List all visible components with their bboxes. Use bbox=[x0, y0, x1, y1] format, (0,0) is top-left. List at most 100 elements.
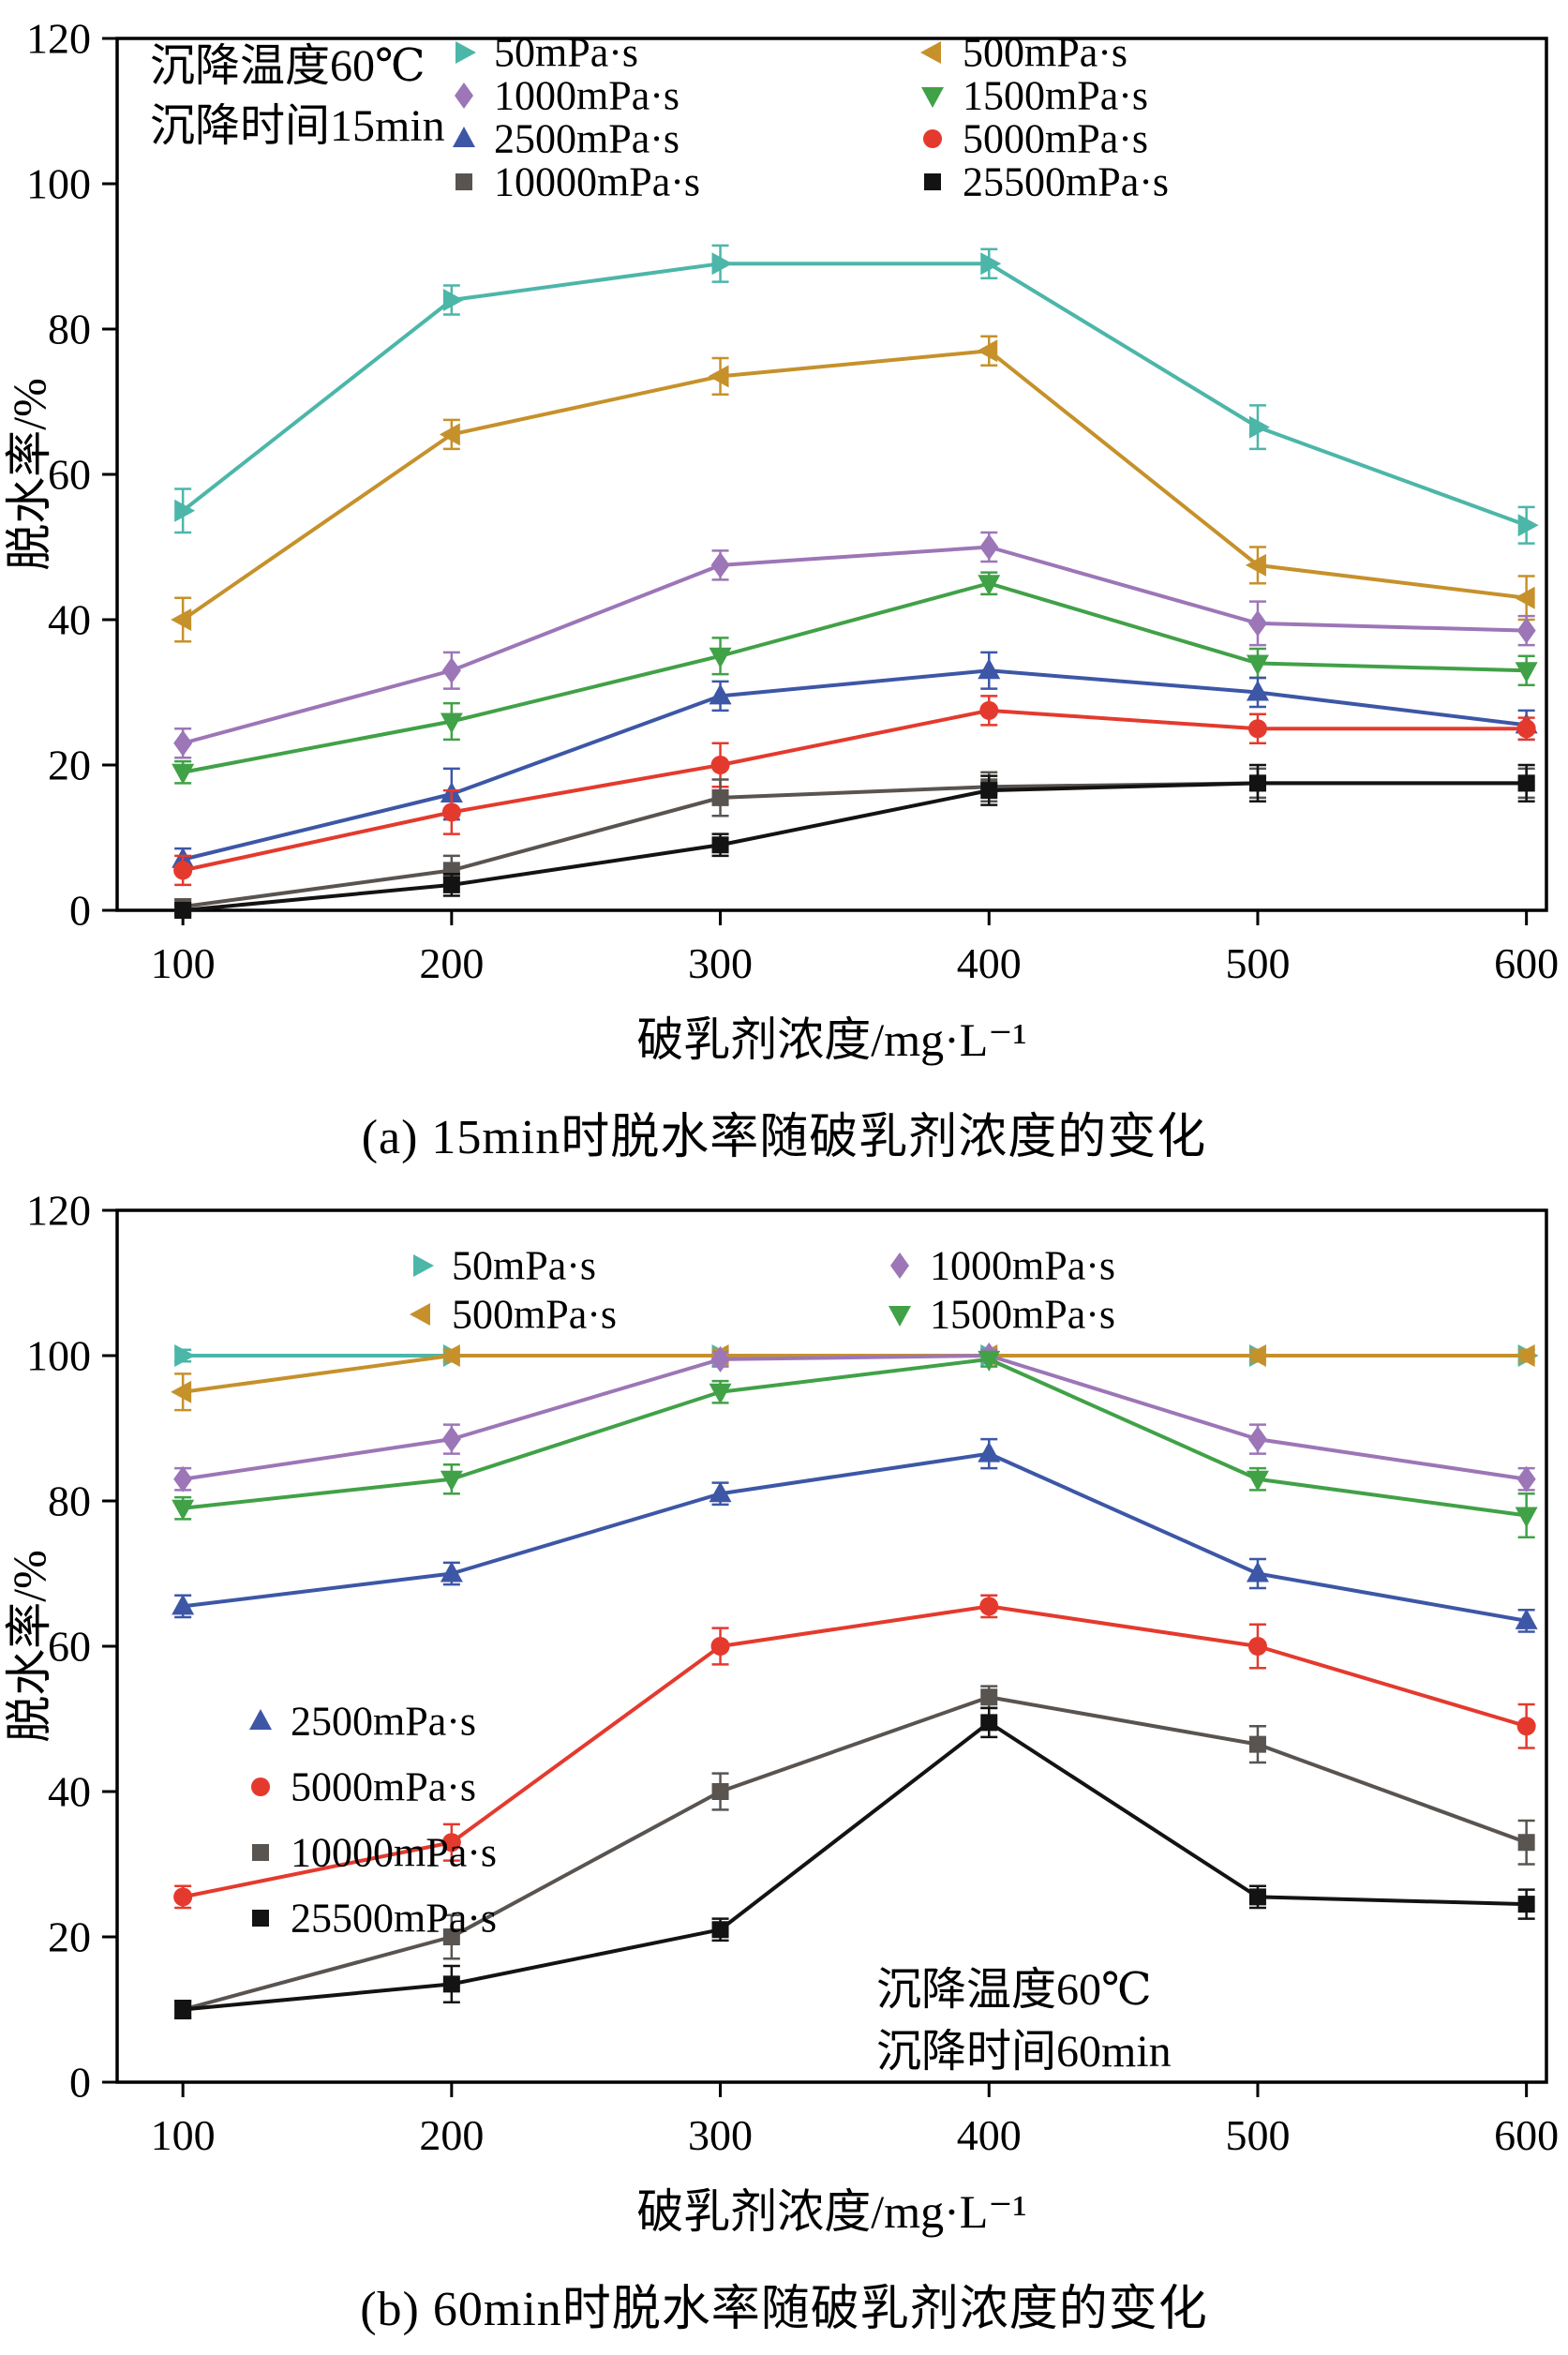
legend-label: 10000mPa·s bbox=[291, 1830, 497, 1876]
legend-label: 2500mPa·s bbox=[494, 116, 679, 162]
x-tick-label: 600 bbox=[1494, 2111, 1559, 2159]
circle-marker bbox=[173, 861, 193, 880]
legend: 2500mPa·s 5000mPa·s 10000mPa·s 25500mPa·s bbox=[249, 1699, 497, 1942]
triangle-down-marker bbox=[1246, 654, 1269, 676]
x-tick-label: 400 bbox=[957, 939, 1022, 987]
legend-label: 1500mPa·s bbox=[930, 1292, 1115, 1338]
square-marker bbox=[711, 1921, 729, 1939]
x-axis: 100 200 300 400 500 600 bbox=[151, 2082, 1559, 2159]
y-axis-title: 脱水率/% bbox=[3, 378, 55, 571]
triangle-down-marker bbox=[1515, 662, 1538, 683]
triangle-up-legend-icon bbox=[453, 127, 475, 147]
triangle-left-marker bbox=[439, 1344, 460, 1367]
legend-item-25500mPa·s: 25500mPa·s bbox=[252, 1896, 497, 1942]
chart-b-canvas: 0 20 40 60 80 100 120 100 200 300 400 500 600 破乳剂浓度/m… bbox=[3, 1187, 1559, 2239]
square-marker bbox=[1517, 1896, 1535, 1913]
plot-frame bbox=[115, 1208, 1548, 2084]
diamond-marker bbox=[1247, 1426, 1267, 1453]
square-marker bbox=[1248, 1735, 1266, 1753]
y-tick-label: 120 bbox=[26, 15, 91, 63]
series-line bbox=[181, 781, 1529, 909]
series-1000mPa·s bbox=[173, 531, 1536, 759]
square-marker bbox=[1517, 774, 1535, 792]
x-tick-label: 200 bbox=[419, 939, 484, 987]
triangle-down-marker bbox=[709, 647, 732, 668]
triangle-left-marker bbox=[171, 1380, 192, 1403]
triangle-down-marker bbox=[978, 1350, 1001, 1372]
triangle-up-marker bbox=[172, 1594, 195, 1615]
triangle-up-marker bbox=[709, 683, 732, 705]
square-marker bbox=[711, 1783, 729, 1800]
x-axis-title: 破乳剂浓度/mg·L⁻¹ bbox=[636, 2185, 1026, 2238]
legend-item-1000mPa·s: 1000mPa·s bbox=[455, 73, 679, 119]
figure-a: 0 20 40 60 80 100 120 100 200 300 400 500 600 破乳剂浓度/m… bbox=[0, 6, 1568, 1178]
triangle-down-marker bbox=[440, 1470, 463, 1492]
y-tick-label: 100 bbox=[26, 1332, 91, 1380]
legend-label: 25500mPa·s bbox=[291, 1896, 497, 1942]
triangle-left-legend-icon bbox=[410, 1303, 430, 1326]
circle-marker bbox=[173, 1887, 193, 1907]
series-line bbox=[181, 1604, 1529, 1899]
legend-item-1500mPa·s: 1500mPa·s bbox=[921, 73, 1148, 119]
series-50mPa·s bbox=[174, 244, 1539, 545]
condition-annotation: 沉降温度60℃ 沉降时间60min bbox=[876, 1965, 1172, 2077]
triangle-up-marker bbox=[1246, 1561, 1269, 1582]
x-tick-label: 400 bbox=[957, 2111, 1022, 2159]
y-tick-label: 100 bbox=[26, 160, 91, 208]
circle-marker bbox=[710, 1637, 730, 1656]
triangle-right-marker bbox=[711, 252, 733, 276]
triangle-left-legend-icon bbox=[920, 41, 941, 64]
series-25500mPa·s bbox=[174, 1706, 1535, 2020]
legend-item-10000mPa·s: 10000mPa·s bbox=[252, 1830, 497, 1876]
legend-label: 10000mPa·s bbox=[494, 159, 700, 205]
y-tick-label: 60 bbox=[48, 1623, 91, 1671]
legend-label: 50mPa·s bbox=[494, 30, 638, 76]
triangle-down-marker bbox=[978, 575, 1001, 596]
figure-b-caption: (b) 60min时脱水率随破乳剂浓度的变化 bbox=[360, 2282, 1208, 2336]
legend-label: 1000mPa·s bbox=[930, 1243, 1115, 1289]
circle-marker bbox=[979, 700, 999, 720]
triangle-left-marker bbox=[1245, 1344, 1266, 1367]
plot-frame bbox=[115, 37, 1548, 912]
y-tick-label: 20 bbox=[48, 742, 91, 789]
y-tick-label: 60 bbox=[48, 451, 91, 499]
legend-label: 500mPa·s bbox=[963, 30, 1127, 76]
legend-item-500mPa·s: 500mPa·s bbox=[920, 30, 1127, 76]
y-axis: 0 20 40 60 80 100 120 bbox=[26, 1187, 117, 2107]
legend-item-5000mPa·s: 5000mPa·s bbox=[251, 1764, 476, 1810]
series-2500mPa·s bbox=[172, 1437, 1538, 1633]
series-5000mPa·s bbox=[173, 1594, 1536, 1910]
legend-item-1500mPa·s: 1500mPa·s bbox=[889, 1292, 1115, 1338]
diamond-legend-icon bbox=[890, 1252, 909, 1279]
square-marker bbox=[442, 1975, 460, 1993]
series-line bbox=[181, 1357, 1529, 1518]
triangle-left-marker bbox=[439, 423, 460, 446]
condition-annotation: 沉降温度60℃ 沉降时间15min bbox=[150, 41, 445, 151]
series-line bbox=[181, 668, 1529, 862]
x-axis: 100 200 300 400 500 600 bbox=[151, 910, 1559, 987]
triangle-down-marker bbox=[1246, 1470, 1269, 1492]
triangle-down-marker bbox=[709, 1383, 732, 1404]
square-marker bbox=[980, 1688, 998, 1706]
circle-marker bbox=[441, 1833, 461, 1852]
diamond-marker bbox=[710, 551, 730, 578]
legend-label: 2500mPa·s bbox=[291, 1699, 476, 1745]
triangle-right-legend-icon bbox=[413, 1254, 434, 1277]
x-tick-label: 300 bbox=[688, 939, 753, 987]
series-line bbox=[181, 1695, 1529, 2012]
triangle-up-marker bbox=[1515, 1608, 1538, 1629]
legend-item-2500mPa·s: 2500mPa·s bbox=[249, 1699, 476, 1745]
square-marker bbox=[980, 782, 998, 800]
triangle-up-marker bbox=[978, 1441, 1001, 1462]
diamond-marker bbox=[441, 1426, 461, 1453]
diamond-marker bbox=[1516, 1465, 1536, 1492]
triangle-up-marker bbox=[440, 1561, 463, 1582]
diamond-marker bbox=[979, 533, 999, 561]
circle-marker bbox=[1516, 1717, 1536, 1736]
square-marker bbox=[711, 836, 729, 854]
triangle-right-marker bbox=[442, 289, 464, 311]
legend-item-50mPa·s: 50mPa·s bbox=[413, 1243, 596, 1289]
series-line bbox=[181, 262, 1529, 528]
diamond-marker bbox=[173, 729, 193, 757]
condition-annotation-line: 沉降时间60min bbox=[876, 2027, 1172, 2077]
